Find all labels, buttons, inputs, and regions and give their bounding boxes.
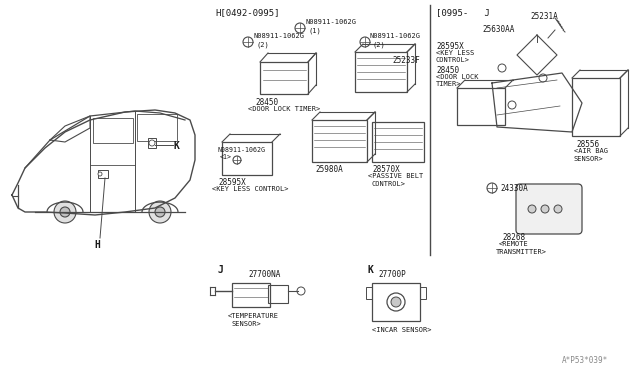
Text: <REMOTE: <REMOTE [499, 241, 529, 247]
Bar [137, 114, 177, 141]
Bar [355, 52, 407, 92]
Text: SENSOR>: SENSOR> [574, 156, 604, 162]
Text: (1): (1) [308, 27, 321, 33]
Text: N08911-1062G: N08911-1062G [253, 33, 304, 39]
Text: CONTROL>: CONTROL> [372, 181, 406, 187]
Text: SENSOR>: SENSOR> [232, 321, 262, 327]
Bar [312, 120, 367, 162]
Circle shape [528, 205, 536, 213]
Bar [420, 287, 426, 299]
Circle shape [498, 64, 506, 72]
Text: K: K [368, 265, 374, 275]
Text: <DOOR LOCK TIMER>: <DOOR LOCK TIMER> [248, 106, 320, 112]
Circle shape [508, 101, 516, 109]
FancyBboxPatch shape [516, 184, 582, 234]
Bar [93, 118, 133, 143]
Text: A*P53*039*: A*P53*039* [562, 356, 608, 365]
Circle shape [233, 156, 241, 164]
Text: 28450: 28450 [436, 66, 459, 75]
Bar [457, 88, 505, 125]
Text: 28556: 28556 [576, 140, 599, 149]
Circle shape [387, 293, 405, 311]
Text: 25630AA: 25630AA [482, 25, 515, 34]
Text: <TEMPERATURE: <TEMPERATURE [228, 313, 279, 319]
Circle shape [54, 201, 76, 223]
Text: H[0492-0995]: H[0492-0995] [215, 8, 280, 17]
Bar [222, 142, 272, 175]
Circle shape [487, 183, 497, 193]
Text: <DOOR LOCK: <DOOR LOCK [436, 74, 479, 80]
Bar [268, 285, 288, 303]
Text: H: H [94, 240, 100, 250]
Circle shape [360, 37, 370, 47]
Circle shape [149, 140, 155, 146]
Text: 24330A: 24330A [500, 184, 528, 193]
Circle shape [295, 23, 305, 33]
Text: <1>: <1> [220, 154, 232, 160]
Text: (2): (2) [256, 41, 269, 48]
Text: 28595X: 28595X [436, 42, 464, 51]
Text: TRANSMITTER>: TRANSMITTER> [496, 249, 547, 255]
Circle shape [149, 201, 171, 223]
Circle shape [541, 205, 549, 213]
Text: [0995-   J: [0995- J [436, 8, 490, 17]
Text: 28570X: 28570X [372, 165, 400, 174]
Circle shape [243, 37, 253, 47]
Circle shape [539, 74, 547, 82]
Bar [572, 78, 620, 136]
Text: 25233F: 25233F [392, 56, 420, 65]
Circle shape [391, 297, 401, 307]
Text: J: J [218, 265, 224, 275]
Circle shape [155, 207, 165, 217]
Text: 28268: 28268 [502, 233, 525, 242]
Bar [98, 170, 108, 178]
Text: <KEY LESS CONTROL>: <KEY LESS CONTROL> [212, 186, 289, 192]
Bar [372, 283, 420, 321]
Text: <KEY LESS: <KEY LESS [436, 50, 474, 56]
Text: K: K [174, 141, 180, 151]
Bar [366, 287, 372, 299]
Text: <PASSIVE BELT: <PASSIVE BELT [368, 173, 423, 179]
Text: 27700NA: 27700NA [248, 270, 280, 279]
Text: 28450: 28450 [255, 98, 278, 107]
Text: N08911-1062G: N08911-1062G [305, 19, 356, 25]
Text: <INCAR SENSOR>: <INCAR SENSOR> [372, 327, 431, 333]
Bar [148, 138, 156, 148]
Bar [260, 62, 308, 94]
Text: 28595X: 28595X [218, 178, 246, 187]
Circle shape [98, 172, 102, 176]
Circle shape [554, 205, 562, 213]
Bar [232, 283, 270, 307]
Text: CONTROL>: CONTROL> [436, 57, 470, 63]
Text: 27700P: 27700P [378, 270, 406, 279]
Text: N08911-1062G: N08911-1062G [217, 147, 265, 153]
Text: TIMER>: TIMER> [436, 81, 461, 87]
Text: N08911-1062G: N08911-1062G [370, 33, 421, 39]
Text: 25231A: 25231A [530, 12, 557, 21]
Bar [372, 122, 424, 162]
Circle shape [60, 207, 70, 217]
Circle shape [297, 287, 305, 295]
Text: (2): (2) [373, 41, 386, 48]
Text: <AIR BAG: <AIR BAG [574, 148, 608, 154]
Text: 25980A: 25980A [315, 165, 343, 174]
